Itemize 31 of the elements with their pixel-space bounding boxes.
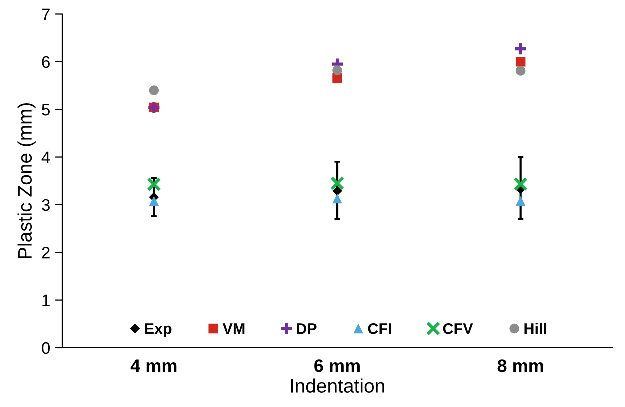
point xyxy=(332,186,342,196)
y-tick-label: 0 xyxy=(42,342,50,354)
point xyxy=(147,177,162,192)
point xyxy=(149,86,160,96)
legend-label: VM xyxy=(222,324,245,334)
point xyxy=(516,66,526,76)
legend-label: CFI xyxy=(368,323,392,334)
y-tick-label: 6 xyxy=(42,56,50,68)
point xyxy=(149,196,160,206)
y-tick-label: 3 xyxy=(42,199,50,212)
point xyxy=(332,194,342,204)
point xyxy=(332,66,342,76)
x-tick-label: 4 mm xyxy=(130,360,177,372)
point xyxy=(330,176,345,191)
y-tick-label: 7 xyxy=(42,8,50,20)
legend-label: Exp xyxy=(145,324,172,338)
y-tick-label: 4 xyxy=(42,152,50,164)
y-tick-label: 5 xyxy=(42,104,50,116)
legend-label: CFV xyxy=(443,323,474,334)
y-axis-title: Plastic Zone (mm) xyxy=(18,103,36,258)
point xyxy=(516,196,526,206)
x-axis-title: Indentation xyxy=(291,378,384,393)
point xyxy=(516,57,526,67)
legend-label: DP xyxy=(297,324,317,334)
x-tick-label: 8 mm xyxy=(498,360,544,372)
y-tick-label: 2 xyxy=(42,247,50,259)
legend-label: Hill xyxy=(524,323,546,334)
point xyxy=(514,42,528,56)
x-tick-label: 6 mm xyxy=(314,360,360,372)
y-tick-label: 1 xyxy=(42,294,50,306)
point xyxy=(514,177,528,192)
